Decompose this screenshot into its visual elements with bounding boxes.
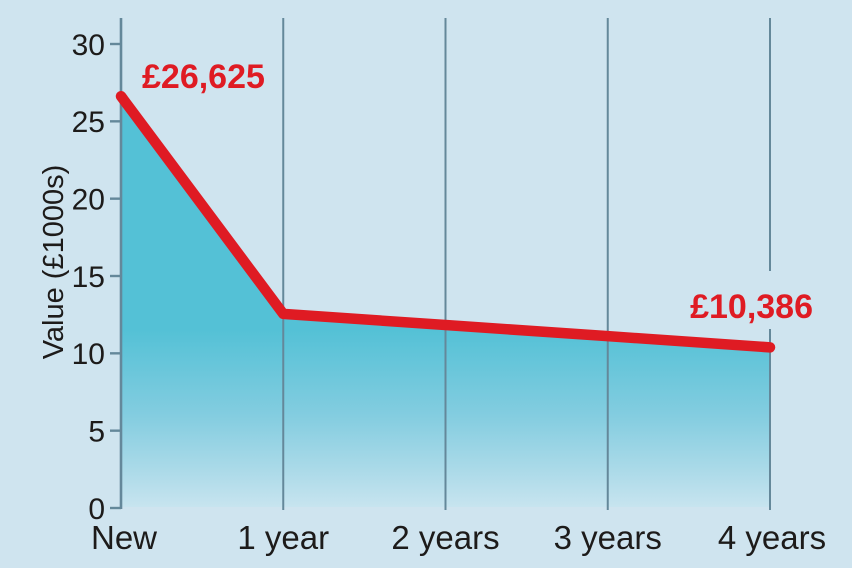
y-tick-label-0: 0: [88, 493, 105, 526]
x-label-new: New: [91, 519, 157, 556]
y-axis-title: Value (£1000s): [38, 165, 70, 360]
value-line: [115, 90, 776, 353]
y-tick-label-20: 20: [72, 183, 105, 216]
y-tick-label-30: 30: [72, 29, 105, 62]
x-label-4-years: 4 years: [718, 519, 826, 556]
y-tick-label-10: 10: [72, 338, 105, 371]
data-label-new: £26,625: [142, 58, 265, 96]
y-tick-label-15: 15: [72, 261, 105, 294]
data-label-4-years: £10,386: [690, 288, 813, 326]
y-tick-label-25: 25: [72, 106, 105, 139]
x-label-2-years: 2 years: [391, 519, 499, 556]
y-tick-label-5: 5: [88, 415, 105, 448]
x-label-1-year: 1 year: [237, 519, 329, 556]
x-label-3-years: 3 years: [554, 519, 662, 556]
